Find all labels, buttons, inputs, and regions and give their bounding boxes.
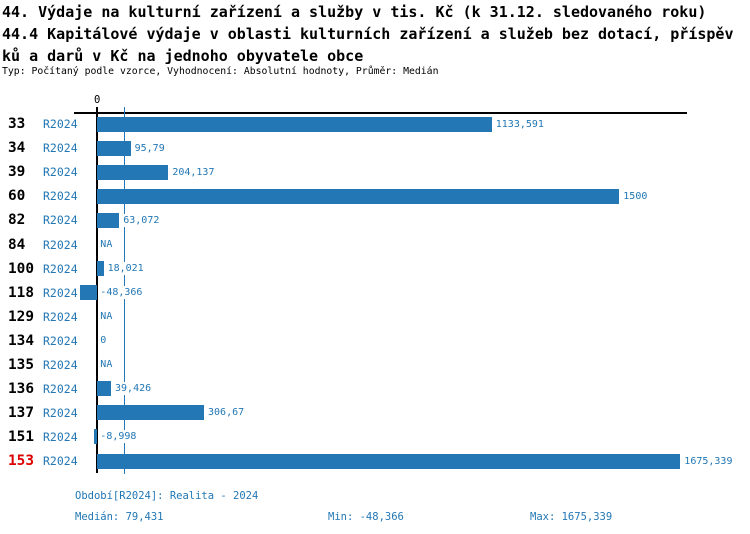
row-series-label: R2024 [43, 285, 78, 300]
row-series-label: R2024 [43, 237, 78, 252]
bar[interactable] [94, 429, 98, 445]
bar-value-label: 39,426 [114, 382, 153, 396]
bar-value-label: -48,366 [99, 286, 144, 300]
bar-value-label: NA [99, 310, 114, 324]
axis-zero-label: 0 [94, 94, 101, 106]
bar[interactable] [97, 164, 169, 180]
row-series-label: R2024 [43, 141, 78, 156]
row-category-label: 134 [8, 332, 34, 349]
footer-min-label: Min: -48,366 [328, 511, 404, 523]
bar-value-label: -8,998 [99, 430, 138, 444]
row-category-label: 153 [8, 453, 34, 470]
row-series-label: R2024 [43, 165, 78, 180]
row-series-label: R2024 [43, 381, 78, 396]
row-category-label: 151 [8, 428, 34, 445]
chart-meta-line: Typ: Počítaný podle vzorce, Vyhodnocení:… [2, 66, 439, 77]
row-series-label: R2024 [43, 405, 78, 420]
row-series-label: R2024 [43, 333, 78, 348]
chart-title-line1: 44. Výdaje na kulturní zařízení a služby… [2, 3, 707, 21]
row-series-label: R2024 [43, 429, 78, 444]
bar[interactable] [97, 212, 120, 228]
axis-top-line [74, 112, 687, 114]
row-category-label: 100 [8, 260, 34, 277]
row-series-label: R2024 [43, 357, 78, 372]
bar[interactable] [97, 116, 492, 132]
bar[interactable] [97, 453, 681, 469]
bar-value-label: 204,137 [171, 165, 216, 179]
bar-value-label: 1675,339 [683, 454, 734, 468]
row-category-label: 129 [8, 308, 34, 325]
row-series-label: R2024 [43, 189, 78, 204]
bar[interactable] [97, 261, 104, 277]
row-series-label: R2024 [43, 454, 78, 469]
bar-value-label: 1133,591 [494, 117, 545, 131]
footer-median-label: Medián: 79,431 [75, 511, 164, 523]
bar-value-label: 18,021 [106, 262, 145, 276]
bar[interactable] [97, 405, 204, 421]
bar[interactable] [97, 188, 620, 204]
bar-value-label: 306,67 [207, 406, 246, 420]
row-series-label: R2024 [43, 117, 78, 132]
row-category-label: 137 [8, 404, 34, 421]
bar-value-label: 1500 [622, 189, 649, 203]
row-series-label: R2024 [43, 213, 78, 228]
bar[interactable] [80, 285, 98, 301]
bar-value-label: 63,072 [122, 213, 161, 227]
bar[interactable] [97, 381, 112, 397]
bar[interactable] [97, 140, 131, 156]
row-category-label: 84 [8, 236, 26, 253]
row-category-label: 34 [8, 140, 26, 157]
row-category-label: 135 [8, 356, 34, 373]
row-category-label: 136 [8, 380, 34, 397]
row-series-label: R2024 [43, 261, 78, 276]
row-category-label: 33 [8, 116, 26, 133]
chart-title-line2: 44.4 Kapitálové výdaje v oblasti kulturn… [2, 25, 734, 43]
bar-value-label: NA [99, 358, 114, 372]
row-series-label: R2024 [43, 309, 78, 324]
bar-value-label: 95,79 [133, 141, 166, 155]
bar-value-label: 0 [99, 334, 108, 348]
row-category-label: 60 [8, 188, 26, 205]
bar-value-label: NA [99, 238, 114, 251]
row-category-label: 39 [8, 164, 26, 181]
footer-max-label: Max: 1675,339 [530, 511, 613, 523]
row-category-label: 82 [8, 212, 26, 229]
footer-period-label: Období[R2024]: Realita - 2024 [75, 490, 259, 502]
row-category-label: 118 [8, 284, 34, 301]
chart-title-line3: ků a darů v Kč na jednoho obyvatele obce [2, 47, 364, 65]
